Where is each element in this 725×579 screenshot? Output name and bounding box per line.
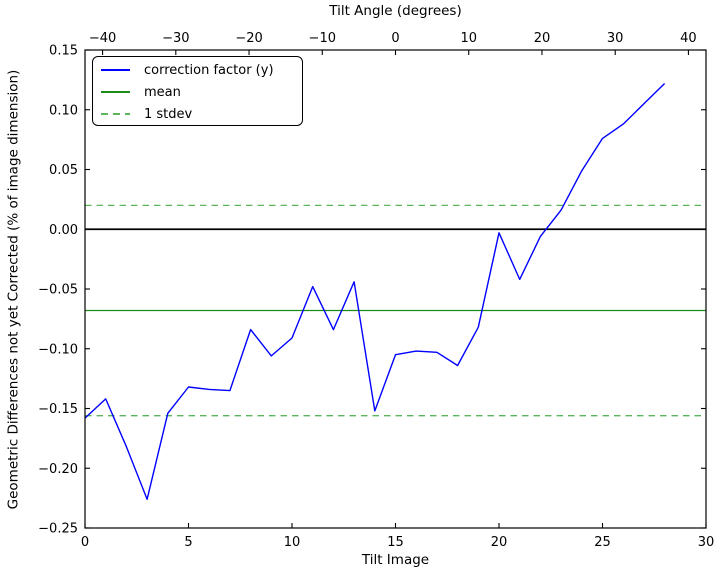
legend-item-label: correction factor (y) bbox=[144, 62, 274, 78]
y-axis-title: Geometric Differences not yet Corrected … bbox=[5, 69, 22, 510]
top-tick-label: −20 bbox=[235, 31, 262, 46]
y-tick-label: 0.05 bbox=[49, 163, 78, 178]
y-tick-label: 0.15 bbox=[49, 44, 78, 59]
x-tick-label: 0 bbox=[81, 535, 89, 550]
top-tick-label: 10 bbox=[460, 31, 477, 46]
top-tick-label: 0 bbox=[391, 31, 399, 46]
top-tick-label: −40 bbox=[89, 31, 116, 46]
correction-factor-line bbox=[84, 83, 666, 500]
y-tick-label: 0.00 bbox=[49, 223, 78, 238]
legend-item-label: 1 stdev bbox=[144, 106, 193, 122]
y-tick-label: −0.15 bbox=[38, 402, 78, 417]
top-tick-label: −10 bbox=[309, 31, 336, 46]
legend-line-sample-green-solid bbox=[101, 91, 130, 93]
x-tick-label: 15 bbox=[387, 535, 404, 550]
top-tick-label: −30 bbox=[162, 31, 189, 46]
x-tick-label: 25 bbox=[594, 535, 611, 550]
legend-item-label: mean bbox=[144, 84, 181, 100]
legend-line-sample-green-dashed bbox=[101, 113, 130, 115]
x-tick-label: 20 bbox=[491, 535, 508, 550]
top-tick-label: 30 bbox=[607, 31, 624, 46]
x-tick-label: 30 bbox=[698, 535, 715, 550]
y-tick-label: −0.20 bbox=[38, 462, 78, 477]
y-tick-label: −0.10 bbox=[38, 342, 78, 357]
x-axis-title: Tilt Image bbox=[361, 552, 430, 568]
x-tick-label: 10 bbox=[284, 535, 301, 550]
top-axis-title: Tilt Angle (degrees) bbox=[329, 3, 462, 19]
legend-item-correction-factor: correction factor (y) bbox=[101, 59, 294, 81]
y-tick-label: −0.25 bbox=[38, 522, 78, 537]
legend-item-mean: mean bbox=[101, 81, 294, 103]
legend-item-stdev: 1 stdev bbox=[101, 103, 294, 125]
y-tick-label: 0.10 bbox=[49, 103, 78, 118]
top-tick-label: 20 bbox=[534, 31, 551, 46]
y-tick-label: −0.05 bbox=[38, 283, 78, 298]
legend-line-sample-blue bbox=[101, 69, 130, 71]
top-tick-label: 40 bbox=[680, 31, 697, 46]
x-tick-label: 5 bbox=[184, 535, 192, 550]
legend-box: correction factor (y) mean 1 stdev bbox=[92, 56, 303, 126]
